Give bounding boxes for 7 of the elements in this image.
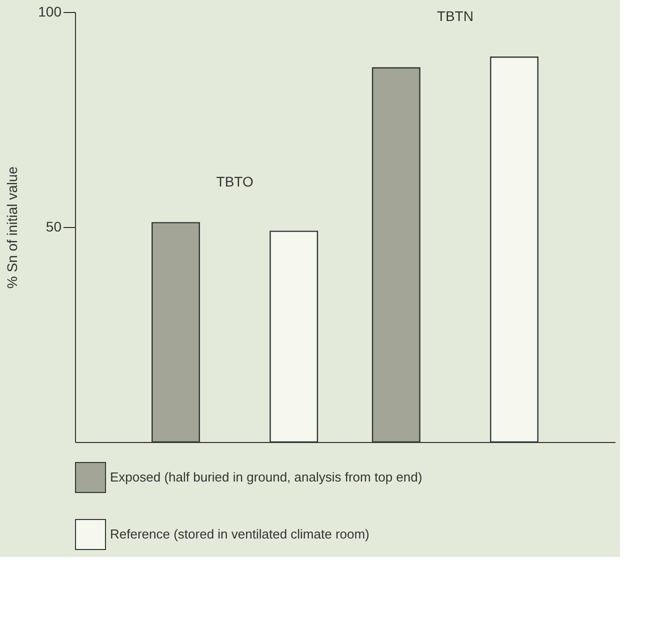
- legend-label: Exposed (half buried in ground, analysis from top end): [110, 470, 422, 484]
- x-tick-label: TBTO: [216, 174, 254, 190]
- x-tick-label: TBTN: [436, 8, 474, 24]
- legend-label: Reference (stored in ventilated climate room): [110, 526, 370, 542]
- y-tick-label: 50: [46, 218, 62, 234]
- y-tick-label: 100: [38, 4, 62, 20]
- y-axis-title: % Sn of initial value: [4, 166, 20, 289]
